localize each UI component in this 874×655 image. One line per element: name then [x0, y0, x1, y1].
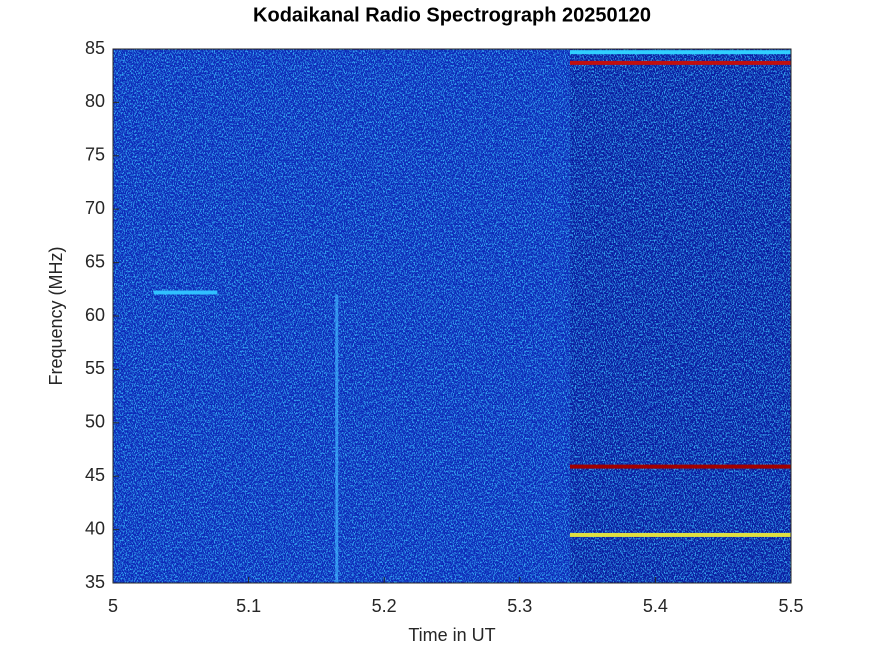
- rfi-band: [569, 532, 791, 537]
- y-tick-label: 60: [85, 305, 105, 325]
- y-tick-label: 75: [85, 145, 105, 165]
- y-tick-label: 35: [85, 572, 105, 592]
- rfi-band: [569, 60, 791, 65]
- y-tick-label: 55: [85, 358, 105, 378]
- chart-title: Kodaikanal Radio Spectrograph 20250120: [253, 4, 651, 26]
- rfi-band: [569, 50, 791, 55]
- y-tick-label: 70: [85, 198, 105, 218]
- y-tick-label: 40: [85, 518, 105, 538]
- rfi-band: [153, 290, 218, 295]
- y-axis-label: Frequency (MHz): [46, 246, 66, 385]
- rfi-band: [569, 464, 791, 469]
- y-tick-label: 45: [85, 465, 105, 485]
- plot-area: [112, 48, 792, 584]
- y-tick-label: 50: [85, 412, 105, 432]
- y-tick-label: 85: [85, 38, 105, 58]
- x-tick-label: 5.2: [372, 596, 397, 616]
- x-axis-label: Time in UT: [408, 625, 495, 645]
- x-tick-label: 5.3: [507, 596, 532, 616]
- burst: [335, 294, 339, 583]
- x-tick-label: 5.5: [778, 596, 803, 616]
- x-tick-label: 5: [108, 596, 118, 616]
- y-tick-label: 80: [85, 91, 105, 111]
- y-tick-label: 65: [85, 251, 105, 271]
- x-tick-label: 5.1: [236, 596, 261, 616]
- noise-texture: [113, 49, 791, 583]
- x-tick-label: 5.4: [643, 596, 668, 616]
